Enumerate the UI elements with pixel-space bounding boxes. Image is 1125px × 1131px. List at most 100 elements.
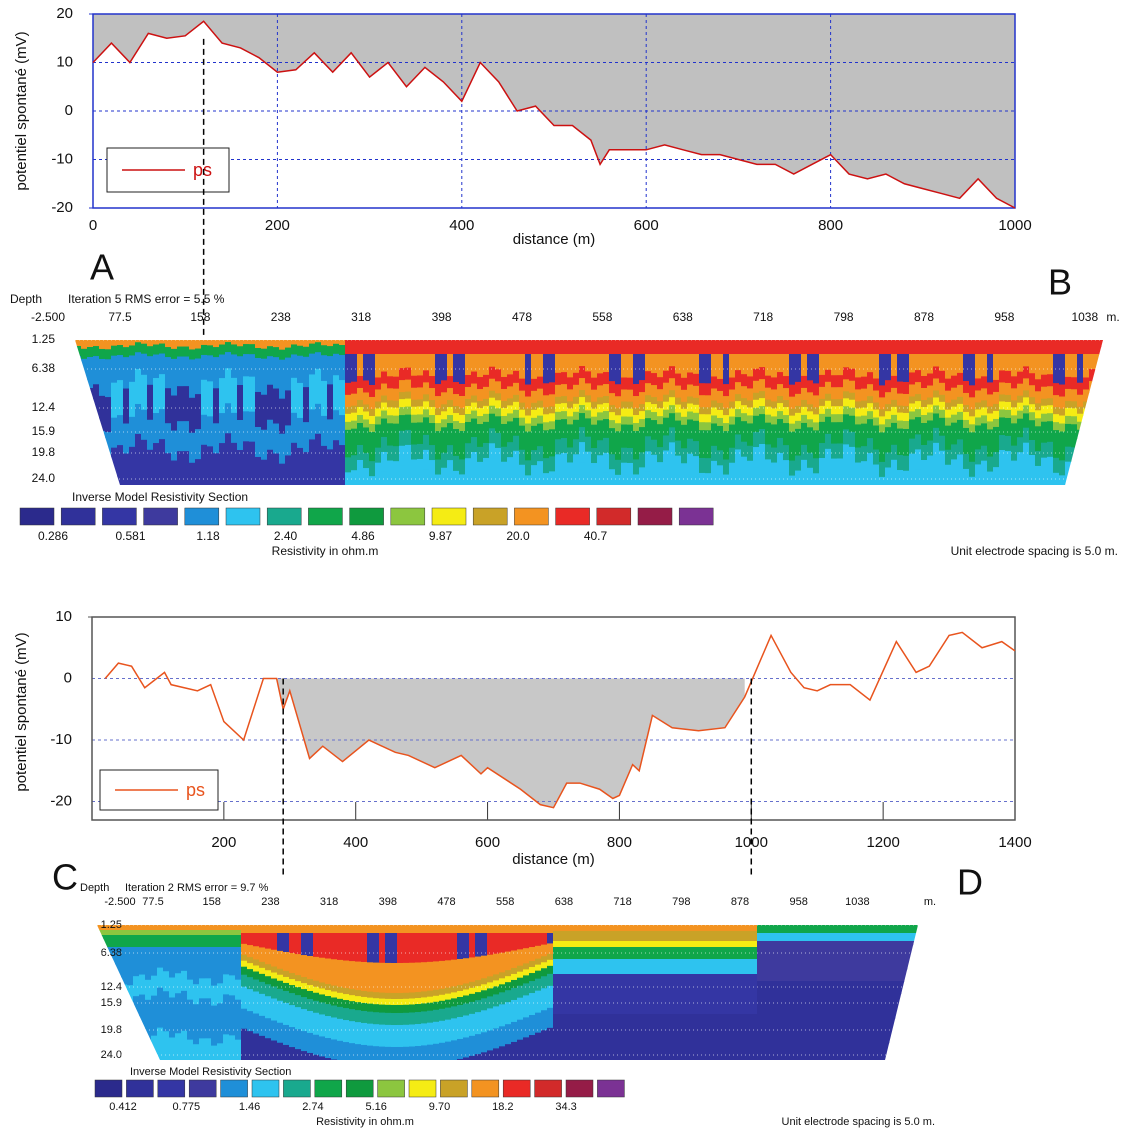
section-cell — [153, 340, 160, 346]
section-cell — [117, 345, 124, 356]
section-cell — [603, 354, 610, 373]
section-cell — [1005, 401, 1012, 411]
section-cell — [841, 933, 848, 942]
section-cell — [603, 452, 610, 474]
section-cell — [493, 933, 500, 955]
section-cell — [601, 974, 608, 1015]
section-cell — [813, 354, 820, 384]
section-x-label: 318 — [351, 310, 371, 324]
section-cell — [817, 933, 824, 942]
section-cell — [841, 981, 848, 1060]
section-cell — [609, 340, 616, 355]
section-cell — [367, 925, 374, 934]
section-cell — [127, 985, 134, 1006]
section-cell — [237, 419, 244, 451]
section-cell — [577, 959, 584, 975]
section-cell — [651, 354, 658, 374]
section-cell — [771, 447, 778, 464]
section-cell — [697, 974, 704, 1015]
section-cell — [579, 340, 586, 355]
section-cell — [957, 454, 964, 476]
section-cell — [381, 418, 388, 438]
section-cell — [663, 470, 670, 485]
section-cell — [205, 978, 212, 999]
section-cell — [939, 370, 946, 384]
section-cell — [387, 460, 394, 482]
section-cell — [679, 931, 686, 942]
section-cell — [835, 941, 842, 982]
section-cell — [357, 445, 364, 461]
section-cell — [675, 420, 682, 442]
colorbar-swatch — [345, 1079, 374, 1098]
section-cell — [699, 340, 706, 355]
section-cell — [1047, 386, 1054, 399]
section-cell — [909, 419, 916, 440]
section-cell — [783, 423, 790, 446]
section-cell — [295, 1029, 302, 1050]
section-cell — [405, 429, 412, 446]
section-cell — [1101, 400, 1103, 408]
section-cell — [849, 392, 856, 401]
section-cell — [747, 460, 754, 482]
section-cell — [1041, 457, 1048, 479]
section-cell — [235, 925, 242, 931]
section-cell — [433, 995, 440, 1003]
section-cell — [853, 925, 860, 934]
section-cell — [507, 354, 514, 376]
section-cell — [369, 461, 376, 477]
section-cell — [375, 408, 382, 418]
section-cell — [307, 978, 314, 986]
section-cell — [345, 429, 352, 458]
section-cell — [477, 416, 484, 425]
section-cell — [1071, 482, 1078, 485]
section-cell — [975, 484, 982, 485]
depth-label: 12.4 — [32, 400, 56, 414]
section-cell — [1089, 393, 1096, 401]
section-cell — [693, 354, 700, 375]
section-cell — [525, 396, 532, 410]
section-cell — [699, 457, 706, 474]
section-cell — [715, 959, 722, 975]
section-cell — [297, 340, 304, 347]
section-cell — [409, 925, 416, 934]
section-cell — [841, 941, 848, 982]
section-cell — [1047, 405, 1054, 414]
section-cell — [513, 409, 520, 419]
section-cell — [487, 1050, 494, 1060]
section-cell — [765, 340, 772, 355]
section-cell — [747, 415, 754, 425]
section-cell — [759, 391, 766, 399]
section-cell — [399, 340, 406, 355]
section-cell — [267, 449, 274, 485]
section-cell — [457, 1016, 464, 1040]
section-x-label: 878 — [731, 896, 749, 908]
section-cell — [421, 933, 428, 963]
section-cell — [895, 933, 902, 942]
section-cell — [883, 981, 890, 1060]
section-cell — [747, 400, 754, 409]
section-cell — [211, 935, 218, 948]
section-cell — [115, 925, 122, 931]
section-cell — [349, 961, 356, 990]
section-cell — [561, 453, 568, 474]
section-cell — [579, 462, 586, 485]
section-cell — [475, 980, 482, 987]
section-cell — [819, 405, 826, 415]
section-cell — [315, 342, 322, 353]
section-cell — [285, 455, 292, 485]
section-cell — [615, 474, 622, 485]
section-cell — [1053, 354, 1060, 384]
section-cell — [295, 925, 302, 934]
section-cell — [397, 925, 404, 934]
depth-label: 1.25 — [32, 332, 56, 346]
section-cell — [549, 429, 556, 457]
section-cell — [909, 354, 916, 374]
section-cell — [367, 962, 374, 993]
section-cell — [517, 949, 524, 967]
section-cell — [447, 400, 454, 408]
section-cell — [403, 1012, 410, 1026]
section-cell — [1095, 403, 1102, 412]
section-cell — [741, 354, 748, 375]
section-cell — [427, 996, 434, 1004]
section-cell — [859, 941, 866, 982]
